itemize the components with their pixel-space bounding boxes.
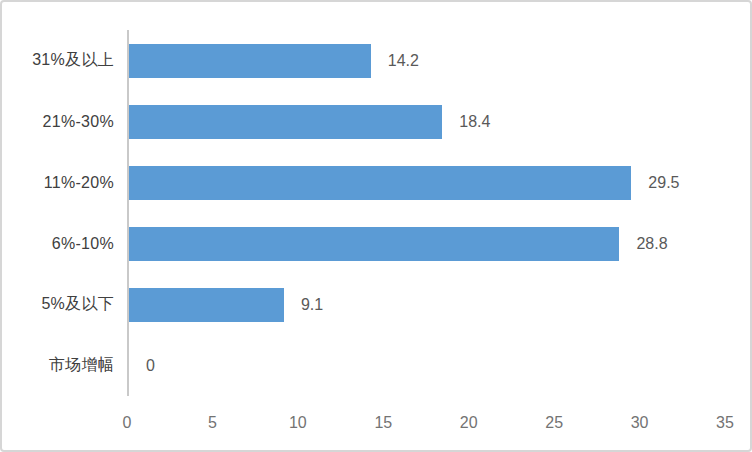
- value-label: 18.4: [459, 113, 490, 131]
- bar: [129, 44, 371, 78]
- category-label: 31%及以上: [14, 50, 127, 71]
- category-label: 21%-30%: [14, 113, 127, 131]
- x-tick-label: 5: [208, 414, 217, 432]
- chart-frame: 31%及以上 14.2 21%-30% 18.4 11%-20% 29.5 6%-10% 28…: [0, 0, 752, 452]
- value-label: 28.8: [636, 235, 667, 253]
- x-tick-label: 15: [374, 414, 392, 432]
- chart-row: 21%-30% 18.4: [14, 91, 725, 152]
- chart-row: 11%-20% 29.5: [14, 152, 725, 213]
- bar-area: 0: [127, 335, 725, 396]
- bar-chart: 31%及以上 14.2 21%-30% 18.4 11%-20% 29.5 6%-10% 28…: [2, 2, 750, 450]
- chart-row: 市场增幅 0: [14, 335, 725, 396]
- chart-row: 6%-10% 28.8: [14, 213, 725, 274]
- category-label: 11%-20%: [14, 174, 127, 192]
- x-tick-label: 35: [716, 414, 734, 432]
- bar-area: 14.2: [127, 30, 725, 91]
- bar: [129, 288, 284, 322]
- x-tick-label: 25: [545, 414, 563, 432]
- value-label: 0: [146, 357, 155, 375]
- bar-area: 29.5: [127, 152, 725, 213]
- bar: [129, 105, 442, 139]
- value-label: 14.2: [388, 52, 419, 70]
- bar-area: 9.1: [127, 274, 725, 335]
- value-label: 9.1: [301, 296, 323, 314]
- x-tick-label: 10: [289, 414, 307, 432]
- category-label: 市场增幅: [14, 355, 127, 376]
- x-tick-label: 30: [631, 414, 649, 432]
- category-label: 6%-10%: [14, 235, 127, 253]
- category-label: 5%及以下: [14, 294, 127, 315]
- bar-area: 18.4: [127, 91, 725, 152]
- chart-row: 31%及以上 14.2: [14, 30, 725, 91]
- chart-row: 5%及以下 9.1: [14, 274, 725, 335]
- bar: [129, 166, 631, 200]
- x-tick-label: 20: [460, 414, 478, 432]
- value-label: 29.5: [648, 174, 679, 192]
- bar-area: 28.8: [127, 213, 725, 274]
- x-axis: 05101520253035: [127, 406, 725, 448]
- x-tick-label: 0: [123, 414, 132, 432]
- chart-rows: 31%及以上 14.2 21%-30% 18.4 11%-20% 29.5 6%-10% 28…: [14, 30, 750, 396]
- bar: [129, 227, 619, 261]
